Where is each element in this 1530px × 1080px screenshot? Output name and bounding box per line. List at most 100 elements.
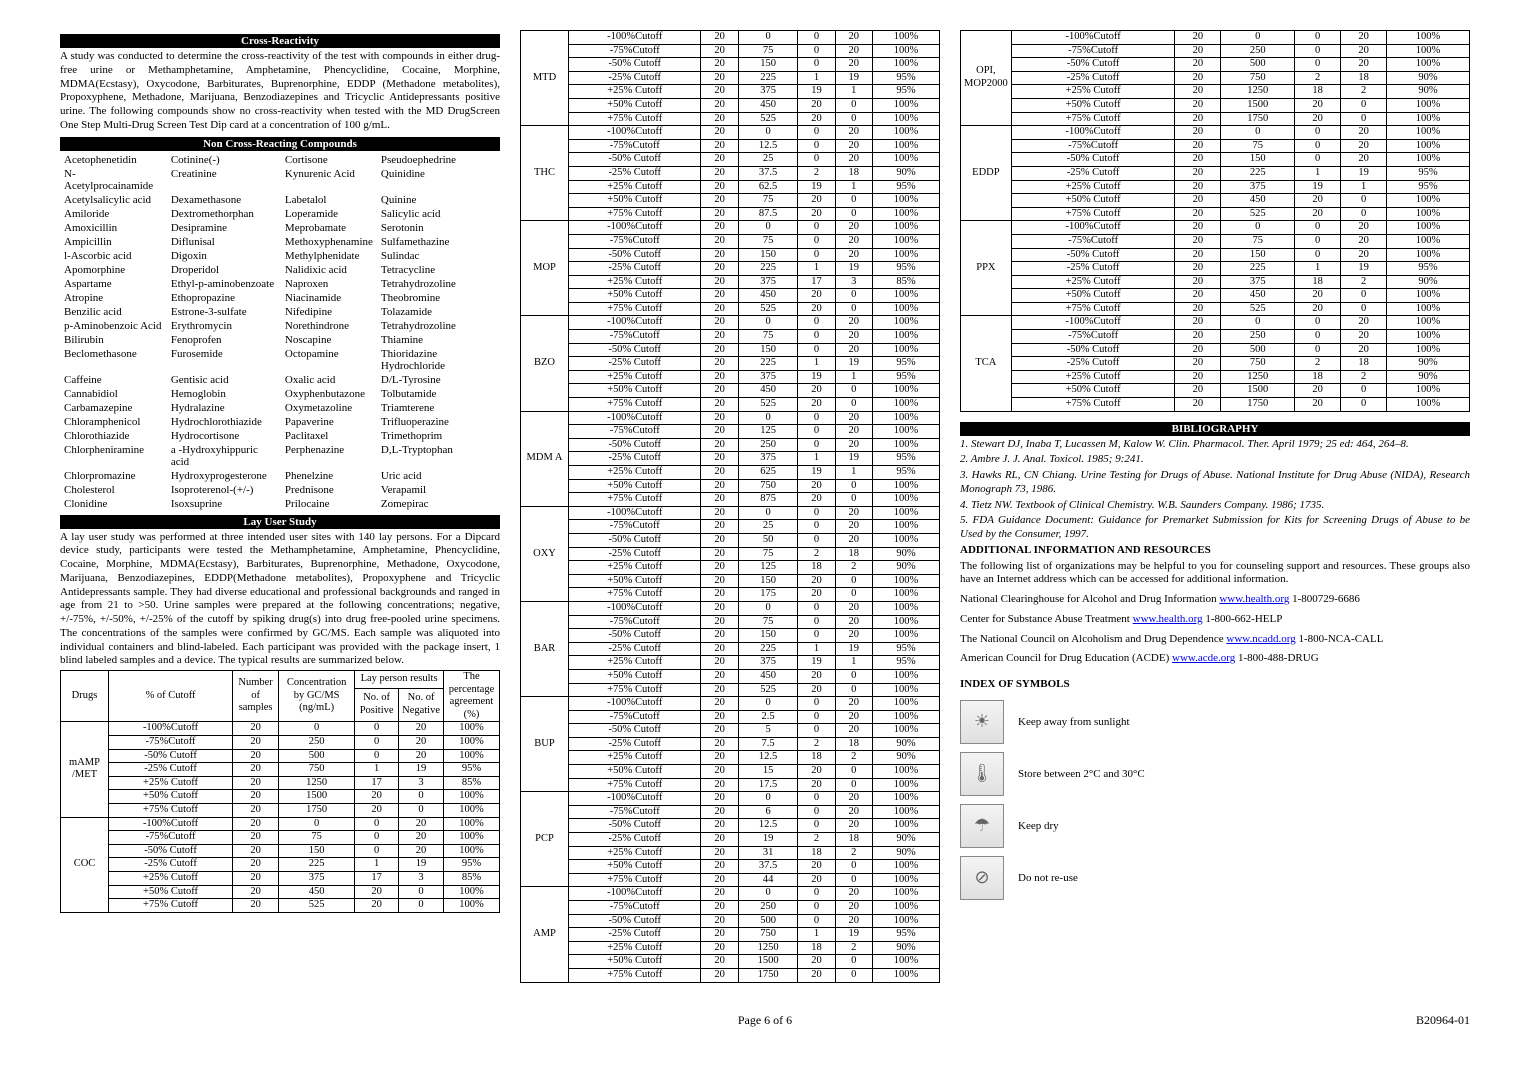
data-cell: 0 [355,722,399,736]
resource-link[interactable]: www.ncadd.org [1226,633,1295,645]
data-cell: 100% [872,343,939,357]
data-cell: 19 [835,71,872,85]
data-cell: 0 [798,316,835,330]
data-cell: 20 [701,968,738,982]
data-cell: 0 [835,873,872,887]
ncr-cell: Caffeine [60,373,167,387]
data-cell: 0 [798,248,835,262]
data-cell: 100% [872,520,939,534]
data-cell: 20 [1341,234,1387,248]
data-cell: 0 [1295,343,1341,357]
data-cell: 19 [798,180,835,194]
cutoff-label: +25% Cutoff [569,846,701,860]
data-cell: 20 [1175,370,1221,384]
ncr-cell: Niacinamide [281,291,377,305]
data-cell: 20 [835,221,872,235]
data-cell: 20 [1175,221,1221,235]
cutoff-label: -25% Cutoff [569,833,701,847]
data-cell: 20 [233,790,279,804]
data-cell: 20 [835,438,872,452]
data-cell: 100% [872,629,939,643]
data-cell: 0 [835,683,872,697]
data-cell: 20 [701,357,738,371]
page-footer: Page 6 of 6 B20964-01 [60,1013,1470,1028]
data-cell: 19 [798,466,835,480]
data-cell: 0 [738,792,798,806]
drug-name-cell: EDDP [961,126,1012,221]
data-cell: 225 [1221,166,1295,180]
cutoff-label: +75% Cutoff [569,493,701,507]
data-cell: 18 [798,846,835,860]
data-cell: 750 [738,479,798,493]
data-cell: 0 [798,520,835,534]
data-cell: 1 [798,452,835,466]
data-cell: 0 [798,139,835,153]
cutoff-label: -25% Cutoff [109,763,233,777]
data-cell: 100% [872,710,939,724]
doc-code: B20964-01 [1270,1013,1470,1028]
data-cell: 1 [355,763,399,777]
cutoff-label: +75% Cutoff [569,207,701,221]
data-cell: 87.5 [738,207,798,221]
data-cell: 100% [872,330,939,344]
cutoff-label: +75% Cutoff [569,398,701,412]
data-cell: 20 [1341,139,1387,153]
data-cell: 525 [738,398,798,412]
cutoff-label: +25% Cutoff [569,180,701,194]
data-cell: 0 [399,885,444,899]
data-cell: 100% [872,615,939,629]
data-cell: 20 [798,860,835,874]
data-cell: 18 [835,833,872,847]
data-cell: 20 [233,885,279,899]
data-cell: 90% [1387,275,1470,289]
data-cell: 20 [1295,112,1341,126]
ncr-cell: Benzilic acid [60,305,167,319]
data-cell: 0 [798,792,835,806]
data-cell: 450 [1221,194,1295,208]
data-cell: 20 [798,289,835,303]
data-cell: 20 [701,697,738,711]
data-cell: 100% [872,234,939,248]
th-drugs: Drugs [61,671,109,722]
resource-link[interactable]: www.acde.org [1172,652,1235,664]
ncr-cell: Trifluoperazine [377,415,500,429]
data-cell: 100% [872,425,939,439]
data-cell: 100% [1387,153,1470,167]
data-cell: 0 [798,411,835,425]
data-cell: 225 [738,262,798,276]
data-cell: 0 [1341,289,1387,303]
data-cell: 0 [1295,126,1341,140]
data-cell: 500 [1221,343,1295,357]
data-cell: 20 [701,887,738,901]
data-cell: 20 [701,765,738,779]
ncr-cell: Paclitaxel [281,429,377,443]
data-cell: 19 [835,262,872,276]
data-cell: 0 [798,31,835,45]
data-cell: 0 [798,697,835,711]
data-cell: 90% [872,737,939,751]
cutoff-label: +50% Cutoff [1011,98,1175,112]
data-cell: 0 [835,968,872,982]
data-cell: 100% [872,805,939,819]
ncr-cell: Cannabidiol [60,387,167,401]
cutoff-label: +25% Cutoff [1011,370,1175,384]
data-cell: 0 [1295,221,1341,235]
data-cell: 0 [1295,330,1341,344]
resource-link[interactable]: www.health.org [1133,613,1203,625]
data-cell: 20 [798,384,835,398]
data-cell: 100% [872,901,939,915]
data-cell: 20 [701,751,738,765]
page-number: Page 6 of 6 [260,1013,1270,1028]
data-cell: 20 [1175,343,1221,357]
data-cell: 20 [1175,207,1221,221]
data-cell: 500 [738,914,798,928]
cutoff-label: +50% Cutoff [1011,384,1175,398]
data-cell: 0 [798,710,835,724]
ncr-table: AcetophenetidinCotinine(-)CortisonePseud… [60,153,500,511]
data-cell: 450 [738,384,798,398]
data-cell: 20 [835,330,872,344]
ncr-cell: Carbamazepine [60,401,167,415]
data-cell: 0 [835,778,872,792]
resource-link[interactable]: www.health.org [1219,593,1289,605]
ncr-cell: D,L-Tryptophan [377,443,500,469]
